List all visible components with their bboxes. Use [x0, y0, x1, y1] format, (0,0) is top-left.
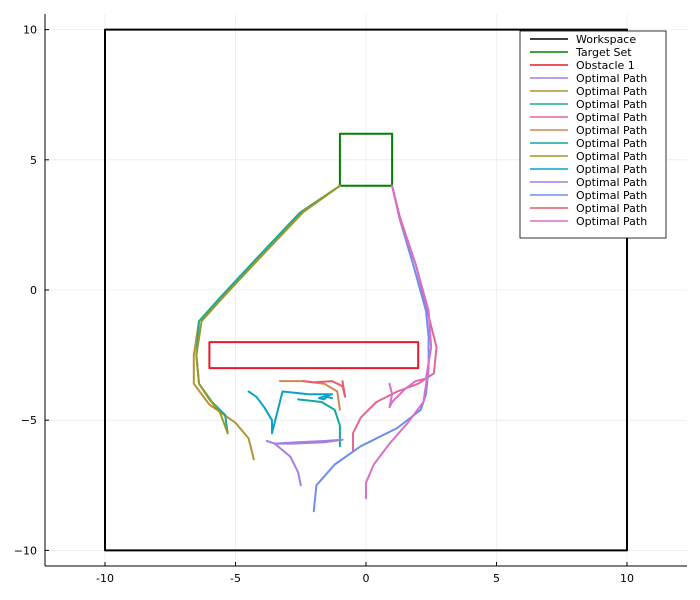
legend-label: Optimal Path — [576, 137, 647, 150]
legend-label: Optimal Path — [576, 215, 647, 228]
axes — [44, 14, 687, 567]
series-line-10 — [247, 390, 334, 435]
series-line-13 — [302, 380, 347, 398]
legend-label: Optimal Path — [576, 189, 647, 202]
x-tick-label: -10 — [96, 572, 114, 585]
y-tick-label: −10 — [14, 544, 37, 557]
series-line-1 — [338, 132, 394, 187]
series-line-9 — [195, 184, 341, 435]
legend-label: Target Set — [575, 46, 632, 59]
series-line-7 — [278, 380, 341, 411]
series-line-0 — [104, 28, 628, 552]
x-tick-label: 10 — [620, 572, 634, 585]
legend-label: Optimal Path — [576, 150, 647, 163]
series-line-6 — [352, 184, 438, 453]
series-line-12 — [312, 184, 430, 513]
legend-label: Optimal Path — [576, 98, 647, 111]
y-tick-label: 10 — [23, 24, 37, 37]
series-line-8 — [297, 398, 341, 448]
legend-label: Optimal Path — [576, 176, 647, 189]
y-tick-label: 0 — [30, 284, 37, 297]
series-line-14 — [388, 184, 433, 409]
x-tick-label: -5 — [230, 572, 241, 585]
series-line-5 — [195, 184, 341, 435]
y-tick-label: 5 — [30, 154, 37, 167]
legend-label: Obstacle 1 — [576, 59, 635, 72]
x-tick-label: 0 — [363, 572, 370, 585]
legend-label: Optimal Path — [576, 111, 647, 124]
legend-label: Optimal Path — [576, 85, 647, 98]
legend-label: Workspace — [576, 33, 636, 46]
series-line-2 — [208, 341, 420, 370]
legend-label: Optimal Path — [576, 202, 647, 215]
series-line-extra — [365, 367, 430, 500]
legend-label: Optimal Path — [576, 72, 647, 85]
x-tick-label: 5 — [493, 572, 500, 585]
legend-label: Optimal Path — [576, 124, 647, 137]
series-line-3 — [273, 438, 344, 487]
series-line-4 — [192, 184, 341, 461]
legend-label: Optimal Path — [576, 163, 647, 176]
y-tick-label: −5 — [21, 414, 37, 427]
series-line-11 — [265, 438, 344, 445]
tick-labels: -10 -5 0 5 10 −10 −5 0 5 10 — [14, 24, 634, 585]
series-lines — [104, 28, 628, 552]
